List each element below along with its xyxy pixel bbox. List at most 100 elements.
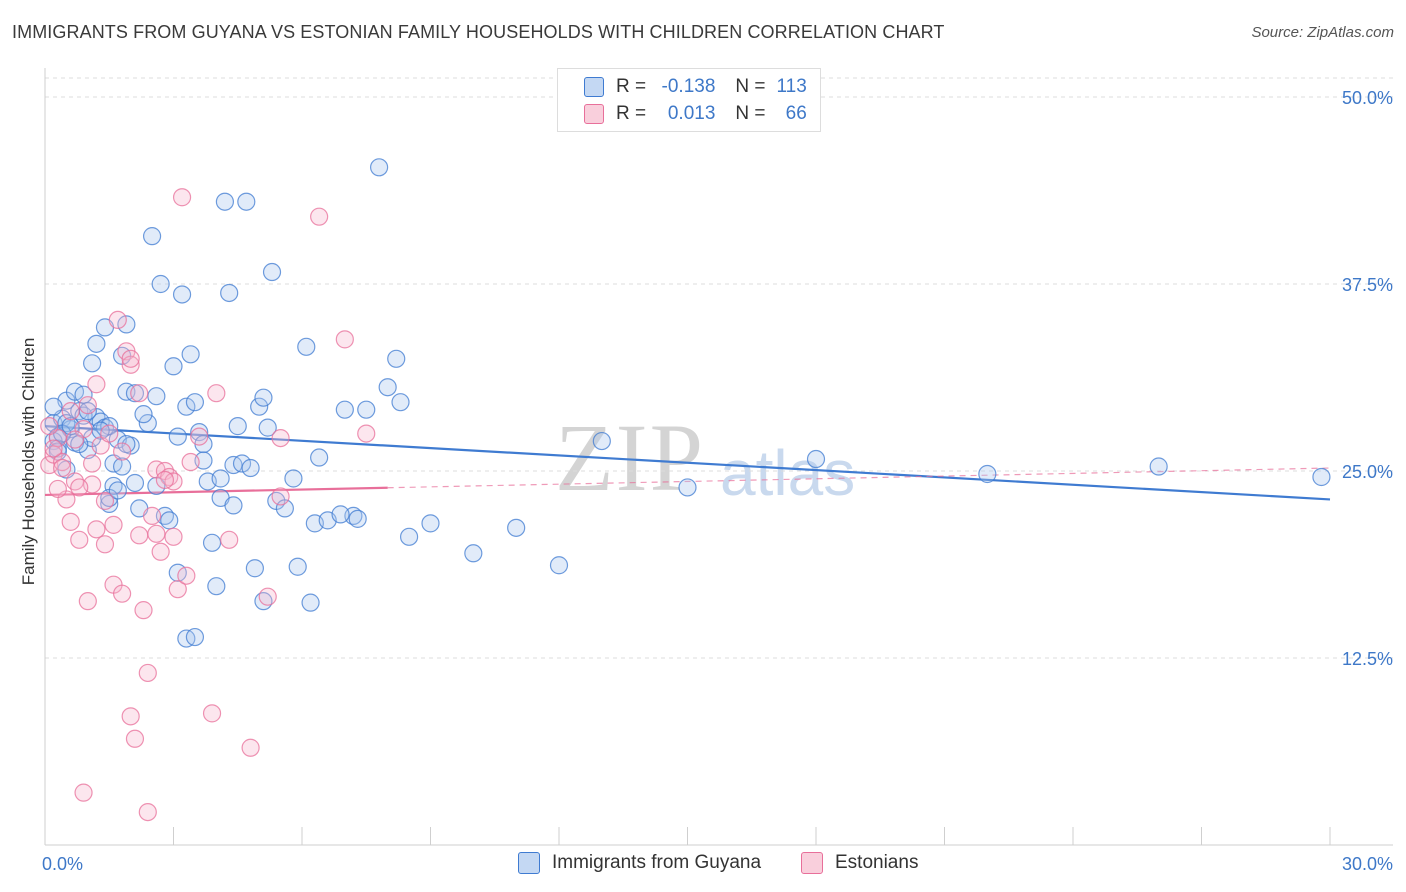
guyana-point bbox=[391, 393, 410, 412]
guyana-point bbox=[331, 505, 350, 524]
guyana-point bbox=[220, 283, 239, 303]
estonians-point bbox=[147, 524, 166, 543]
guyana-point bbox=[378, 378, 397, 397]
guyana-point bbox=[83, 354, 102, 373]
guyana-point bbox=[250, 397, 269, 416]
chart-source: Source: ZipAtlas.com bbox=[1251, 24, 1394, 41]
guyana-point bbox=[211, 469, 230, 488]
y-axis-label: Family Households with Children bbox=[19, 338, 38, 586]
estonians-point bbox=[155, 470, 175, 490]
estonians-point bbox=[134, 601, 153, 620]
estonians-point bbox=[202, 704, 222, 723]
estonians-point bbox=[87, 520, 106, 539]
estonians-point bbox=[48, 479, 67, 499]
estonians-point bbox=[100, 424, 119, 443]
x-tick-label-min: 0.0% bbox=[42, 854, 83, 874]
estonians-point bbox=[121, 349, 140, 368]
estonians-point bbox=[130, 526, 149, 545]
guyana-point bbox=[297, 337, 316, 356]
guyana-point bbox=[108, 481, 127, 500]
x-tick-label-max: 30.0% bbox=[1342, 854, 1393, 874]
estonians-point bbox=[104, 515, 123, 534]
estonians-point bbox=[95, 535, 115, 554]
estonians-point bbox=[177, 566, 196, 585]
estonians-r-value: 0.013 bbox=[667, 103, 716, 124]
tick-labels: 12.5% 25.0% 37.5% 50.0% 0.0% 30.0% Family Hous… bbox=[19, 88, 1393, 874]
guyana-legend-label: Immigrants from Guyana bbox=[552, 852, 762, 873]
guyana-legend-swatch bbox=[518, 852, 540, 874]
estonians-point bbox=[164, 527, 183, 546]
estonians-point bbox=[121, 355, 140, 374]
estonians-point bbox=[83, 454, 102, 473]
guyana-point bbox=[678, 478, 697, 497]
estonians-point bbox=[112, 584, 132, 603]
guyana-point bbox=[978, 464, 997, 484]
guyana-point bbox=[464, 544, 483, 563]
guyana-point bbox=[134, 405, 153, 424]
estonians-n-value: 66 bbox=[785, 103, 807, 124]
guyana-point bbox=[147, 387, 166, 406]
guyana-point bbox=[335, 400, 354, 419]
y-tick-label: 25.0% bbox=[1342, 462, 1393, 482]
guyana-point bbox=[1312, 467, 1331, 487]
guyana-point bbox=[100, 417, 119, 436]
guyana-point bbox=[44, 397, 63, 416]
guyana-point bbox=[117, 315, 136, 334]
guyana-point bbox=[164, 357, 183, 376]
estonians-point bbox=[181, 452, 200, 472]
guyana-point bbox=[151, 274, 170, 294]
estonians-point bbox=[151, 542, 170, 561]
guyana-point bbox=[387, 349, 406, 368]
guyana-point bbox=[254, 388, 273, 407]
estonians-point bbox=[168, 580, 187, 599]
guyana-point bbox=[1149, 457, 1168, 476]
guyana-point bbox=[806, 449, 826, 469]
estonians-point bbox=[108, 310, 127, 330]
estonians-point bbox=[87, 375, 106, 394]
guyana-point bbox=[228, 417, 247, 436]
guyana-point bbox=[258, 418, 277, 437]
estonians-point bbox=[61, 512, 80, 531]
guyana-point bbox=[284, 469, 303, 488]
estonians-point bbox=[125, 729, 145, 748]
guyana-trend-line bbox=[44, 425, 1331, 501]
guyana-point bbox=[549, 556, 569, 575]
estonians-legend-label: Estonians bbox=[835, 852, 919, 873]
guyana-point bbox=[421, 514, 440, 533]
y-tick-label: 37.5% bbox=[1342, 275, 1393, 295]
guyana-point bbox=[172, 285, 192, 304]
estonians-point bbox=[53, 458, 72, 478]
guyana-point bbox=[125, 473, 145, 493]
guyana-point bbox=[592, 431, 611, 451]
estonians-point bbox=[220, 530, 239, 549]
guyana-point bbox=[181, 345, 200, 364]
guyana-point bbox=[185, 627, 205, 647]
guyana-point bbox=[310, 448, 329, 467]
estonians-legend-swatch bbox=[801, 852, 823, 874]
guyana-point bbox=[185, 393, 205, 412]
guyana-point bbox=[357, 400, 376, 419]
estonians-point bbox=[78, 592, 97, 611]
guyana-point bbox=[348, 509, 367, 528]
data-points bbox=[40, 158, 1331, 822]
estonians-point bbox=[271, 487, 290, 506]
guyana-point bbox=[215, 192, 234, 211]
estonians-point bbox=[241, 738, 260, 757]
guyana-point bbox=[112, 457, 132, 476]
estonians-point bbox=[61, 402, 80, 421]
estonians-point bbox=[95, 491, 115, 511]
guyana-swatch bbox=[584, 77, 604, 97]
guyana-point bbox=[288, 557, 307, 576]
estonians-point bbox=[172, 188, 192, 207]
correlation-legend: R = -0.138 N = 113 R = 0.013 N = 66 bbox=[557, 68, 821, 132]
estonians-swatch bbox=[584, 104, 604, 124]
guyana-point bbox=[87, 334, 106, 353]
estonians-point bbox=[112, 442, 132, 461]
guyana-point bbox=[275, 499, 294, 518]
estonians-point bbox=[53, 452, 72, 472]
guyana-point bbox=[142, 227, 162, 246]
guyana-point bbox=[237, 192, 256, 211]
estonians-point bbox=[65, 430, 85, 449]
bottom-legend-estonians: Estonians bbox=[801, 852, 918, 874]
